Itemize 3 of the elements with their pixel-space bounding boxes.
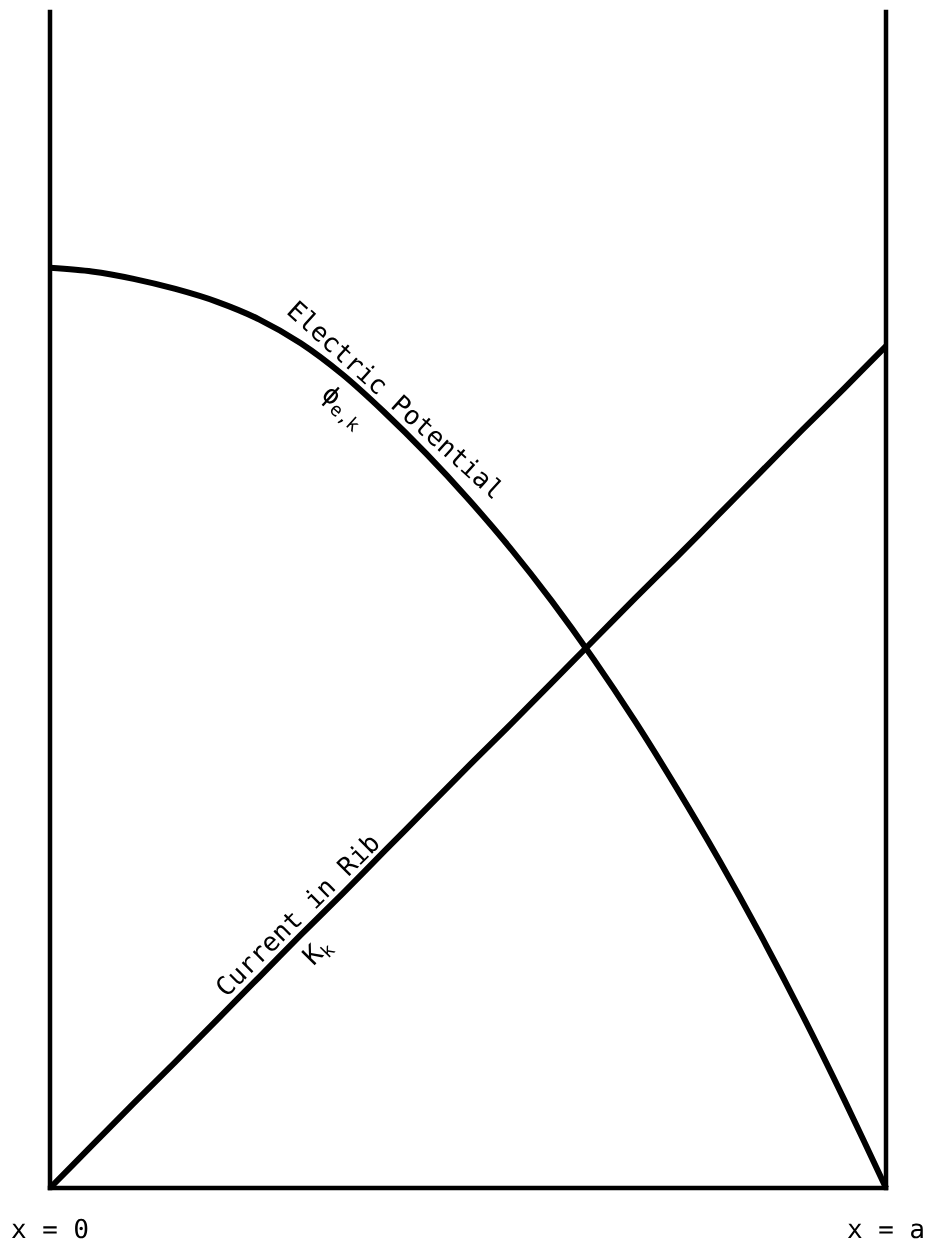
x-tick-label: x = a <box>847 1223 923 1239</box>
annotation: K$_{k}$ <box>301 942 336 966</box>
x-tick-label: x = 0 <box>11 1218 88 1239</box>
